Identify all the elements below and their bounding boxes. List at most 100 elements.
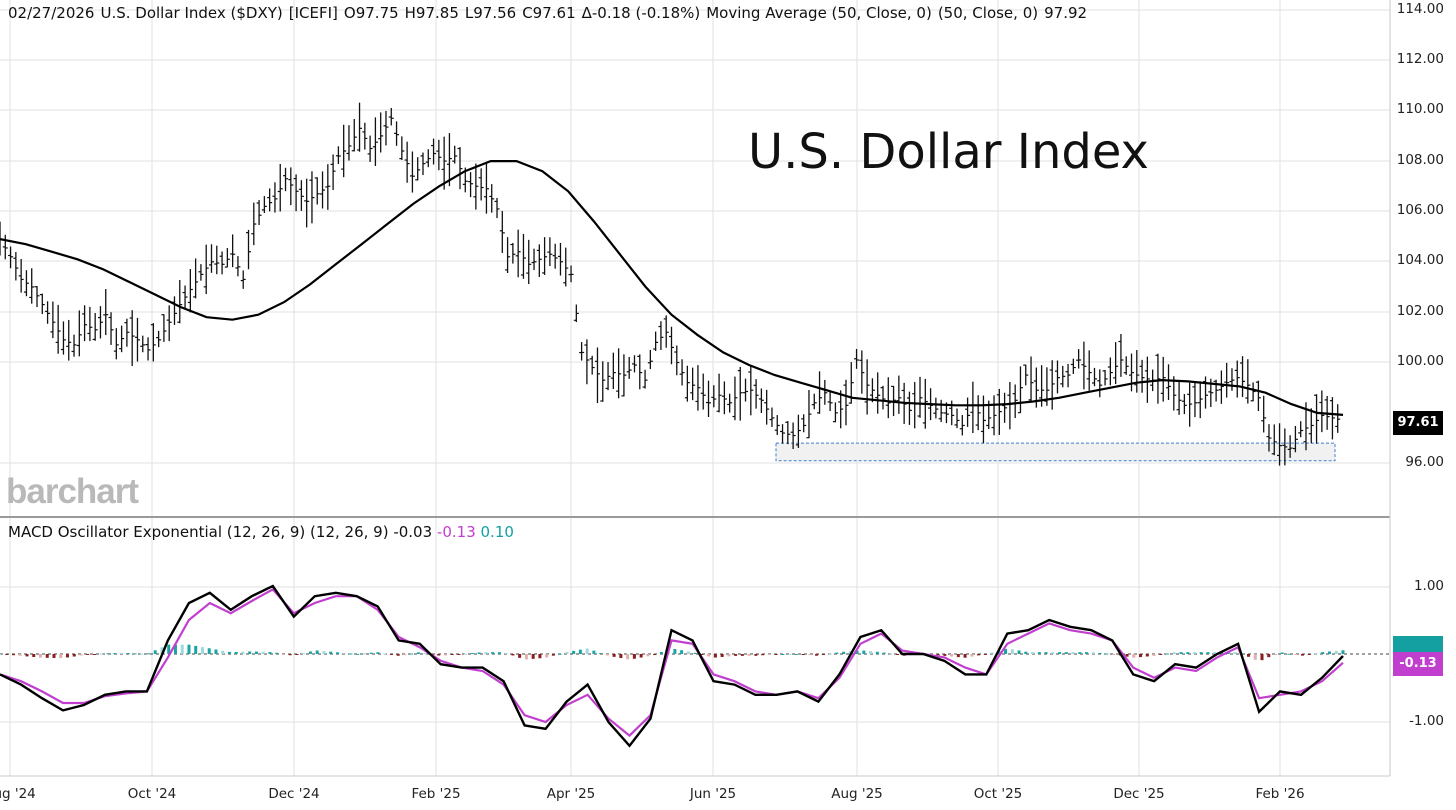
ohlc-bar	[1245, 359, 1251, 404]
ohlc-bar	[737, 366, 743, 421]
histogram-bar	[1341, 650, 1345, 654]
ohlc-bar	[536, 244, 542, 277]
ohlc-bar	[187, 269, 193, 313]
support-zone-rect	[775, 442, 1336, 462]
ohlc-bar	[108, 312, 114, 345]
histogram-bar	[11, 654, 15, 656]
histogram-bar	[254, 651, 258, 654]
histogram-bar	[1105, 653, 1109, 655]
macd-header-signal: -0.13	[436, 523, 476, 541]
histogram-bar	[599, 653, 603, 655]
ohlc-bar	[748, 365, 754, 416]
histogram-bar	[855, 650, 859, 654]
ohlc-bar	[869, 378, 875, 403]
ohlc-bar	[1187, 382, 1193, 427]
histogram-bar	[376, 652, 380, 654]
histogram-bar	[639, 654, 643, 658]
histogram-bar	[950, 654, 954, 657]
ohlc-bar	[473, 163, 479, 210]
histogram-bar	[686, 651, 690, 654]
macd-header-name: MACD Oscillator Exponential (12, 26, 9)	[8, 523, 306, 541]
histogram-bar	[32, 654, 36, 658]
ohlc-bar	[415, 157, 421, 181]
ohlc-bar	[885, 377, 891, 419]
ohlc-bar	[404, 141, 410, 183]
ohlc-bar	[1287, 435, 1293, 458]
barchart-logo: barchart	[6, 472, 139, 511]
ohlc-bar	[769, 407, 775, 427]
histogram-bar	[889, 653, 893, 655]
ohlc-bar	[505, 237, 511, 274]
time-axis-tick: Aug '25	[831, 786, 883, 802]
histogram-bar	[862, 650, 866, 654]
histogram-bar	[106, 653, 110, 655]
histogram-bar	[187, 644, 191, 654]
ohlc-bar	[2, 234, 8, 260]
histogram-bar	[126, 653, 130, 655]
header-change: Δ-0.18 (-0.18%)	[581, 4, 701, 22]
histogram-bar	[1287, 653, 1291, 655]
histogram-bar	[119, 652, 123, 654]
histogram-bar	[700, 654, 704, 655]
histogram-bar	[389, 654, 393, 655]
ohlc-bar	[621, 354, 627, 397]
histogram-bar	[936, 654, 940, 656]
header-ma-params: (50, Close, 0)	[937, 4, 1039, 22]
ohlc-bar	[785, 421, 791, 445]
ohlc-bar	[568, 265, 574, 283]
histogram-bar	[653, 654, 657, 655]
ohlc-bar	[1086, 350, 1092, 391]
histogram-bar	[5, 654, 9, 655]
ohlc-bar	[658, 321, 664, 351]
histogram-bar	[52, 654, 56, 658]
ohlc-bar	[1155, 353, 1161, 404]
histogram-bar	[781, 654, 785, 655]
ohlc-bar	[261, 196, 267, 213]
macd-signal-line	[0, 588, 1344, 738]
ohlc-bar	[82, 305, 88, 342]
histogram-bar	[288, 654, 292, 656]
histogram-bar	[146, 653, 150, 655]
macd-header-value: -0.03	[393, 523, 433, 541]
histogram-bar	[25, 654, 29, 657]
ohlc-bar	[1091, 367, 1097, 387]
histogram-bar	[207, 648, 211, 654]
histogram-bar	[1314, 653, 1318, 655]
ohlc-bar	[695, 365, 701, 411]
histogram-bar	[646, 654, 650, 657]
ohlc-bar	[457, 147, 463, 190]
histogram-bar	[761, 654, 765, 656]
histogram-bar	[1294, 654, 1298, 655]
histogram-bar	[1166, 653, 1170, 655]
histogram-bar	[335, 652, 339, 654]
ohlc-bar	[166, 305, 172, 342]
moving-average-line	[0, 160, 1344, 416]
ohlc-bar	[92, 313, 98, 341]
ohlc-bar	[790, 422, 796, 450]
ohlc-bar	[156, 330, 162, 348]
histogram-bar	[268, 652, 272, 654]
ohlc-bar	[1314, 394, 1320, 444]
ohlc-bar	[1176, 381, 1182, 415]
histogram-bar	[524, 654, 528, 660]
ohlc-bar	[552, 243, 558, 269]
ohlc-bar	[425, 149, 431, 168]
time-axis-tick: Jun '25	[689, 786, 737, 802]
histogram-bar	[281, 654, 285, 655]
histogram-bar	[86, 654, 90, 655]
price-bars	[0, 102, 1341, 466]
histogram-bar	[1139, 654, 1143, 658]
histogram-bar	[497, 652, 501, 654]
ohlc-bar	[531, 248, 537, 271]
ohlc-bar	[1129, 353, 1135, 392]
ohlc-bar	[1192, 381, 1198, 418]
grid-lines	[0, 0, 1390, 776]
histogram-bar	[1267, 654, 1271, 658]
ohlc-bar	[409, 151, 415, 193]
ohlc-bar	[256, 200, 262, 226]
histogram-bar	[882, 652, 886, 654]
histogram-bar	[788, 654, 792, 655]
ohlc-bar	[394, 121, 400, 146]
histogram-bar	[221, 650, 225, 654]
